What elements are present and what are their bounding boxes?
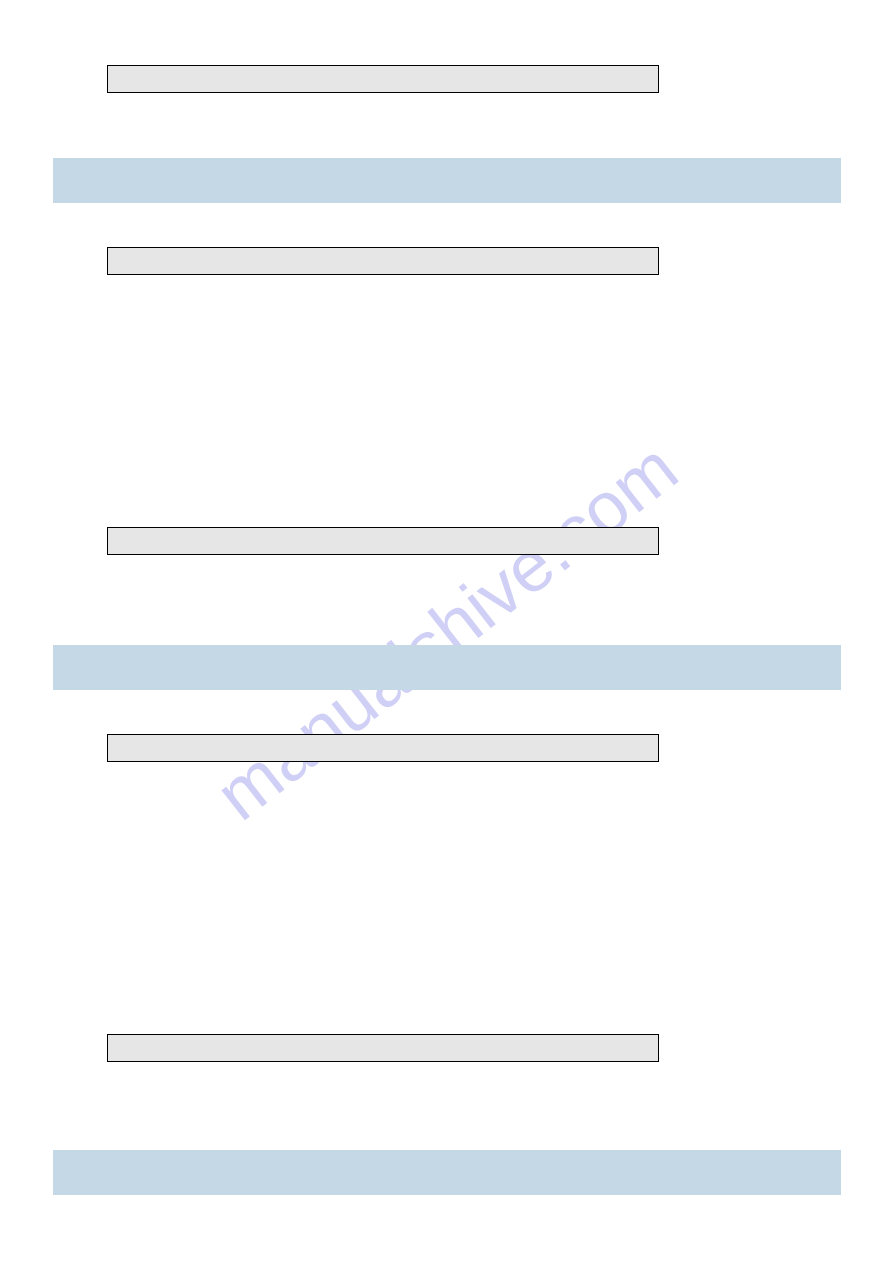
input-field-2[interactable]	[107, 247, 659, 275]
section-bar-3	[53, 1150, 841, 1195]
section-bar-1	[53, 158, 841, 203]
input-field-5[interactable]	[107, 1034, 659, 1062]
watermark-text: manualshive.com	[201, 427, 693, 837]
input-field-1[interactable]	[107, 65, 659, 93]
input-field-4[interactable]	[107, 734, 659, 762]
document-page: manualshive.com	[0, 0, 893, 1263]
section-bar-2	[53, 645, 841, 690]
input-field-3[interactable]	[107, 527, 659, 555]
